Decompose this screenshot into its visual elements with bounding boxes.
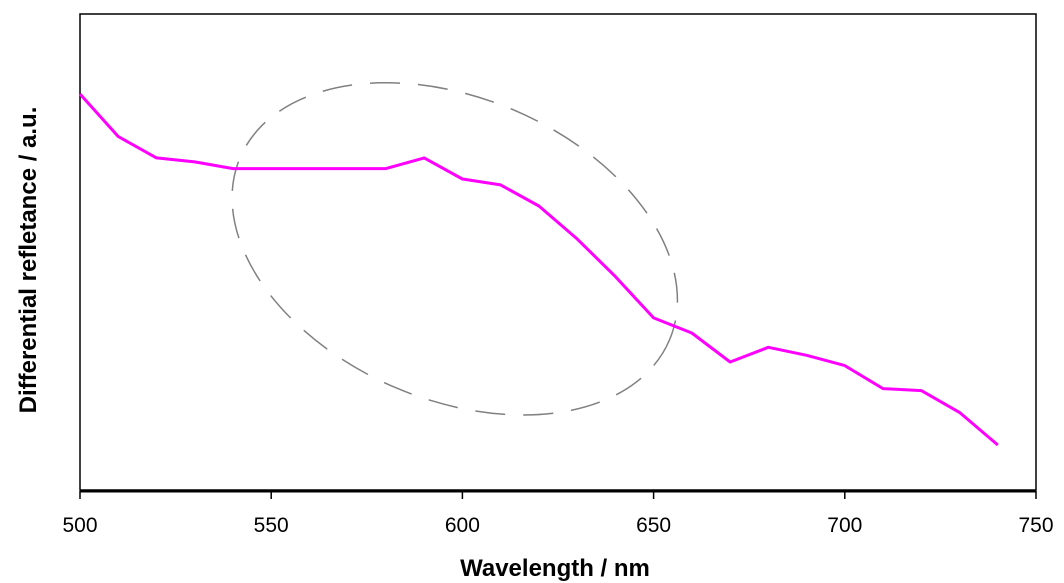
plot-area (79, 13, 1037, 491)
dashed-ellipse-annotation (231, 81, 679, 416)
x-tick-label: 600 (445, 514, 480, 537)
series-group (78, 92, 999, 447)
annotations (231, 81, 679, 416)
x-axis-title: Wavelength / nm (460, 555, 650, 582)
x-tick-label: 700 (827, 514, 862, 537)
y-axis-title: Differential refletance / a.u. (15, 107, 42, 414)
x-tick-label: 500 (62, 514, 97, 537)
x-tick-label: 750 (1018, 514, 1053, 537)
x-tick-label: 650 (636, 514, 671, 537)
x-axis-ticks: 500 550 600 650 700 750 (62, 491, 1054, 537)
x-tick-label: 550 (254, 514, 289, 537)
series-line (78, 92, 999, 447)
